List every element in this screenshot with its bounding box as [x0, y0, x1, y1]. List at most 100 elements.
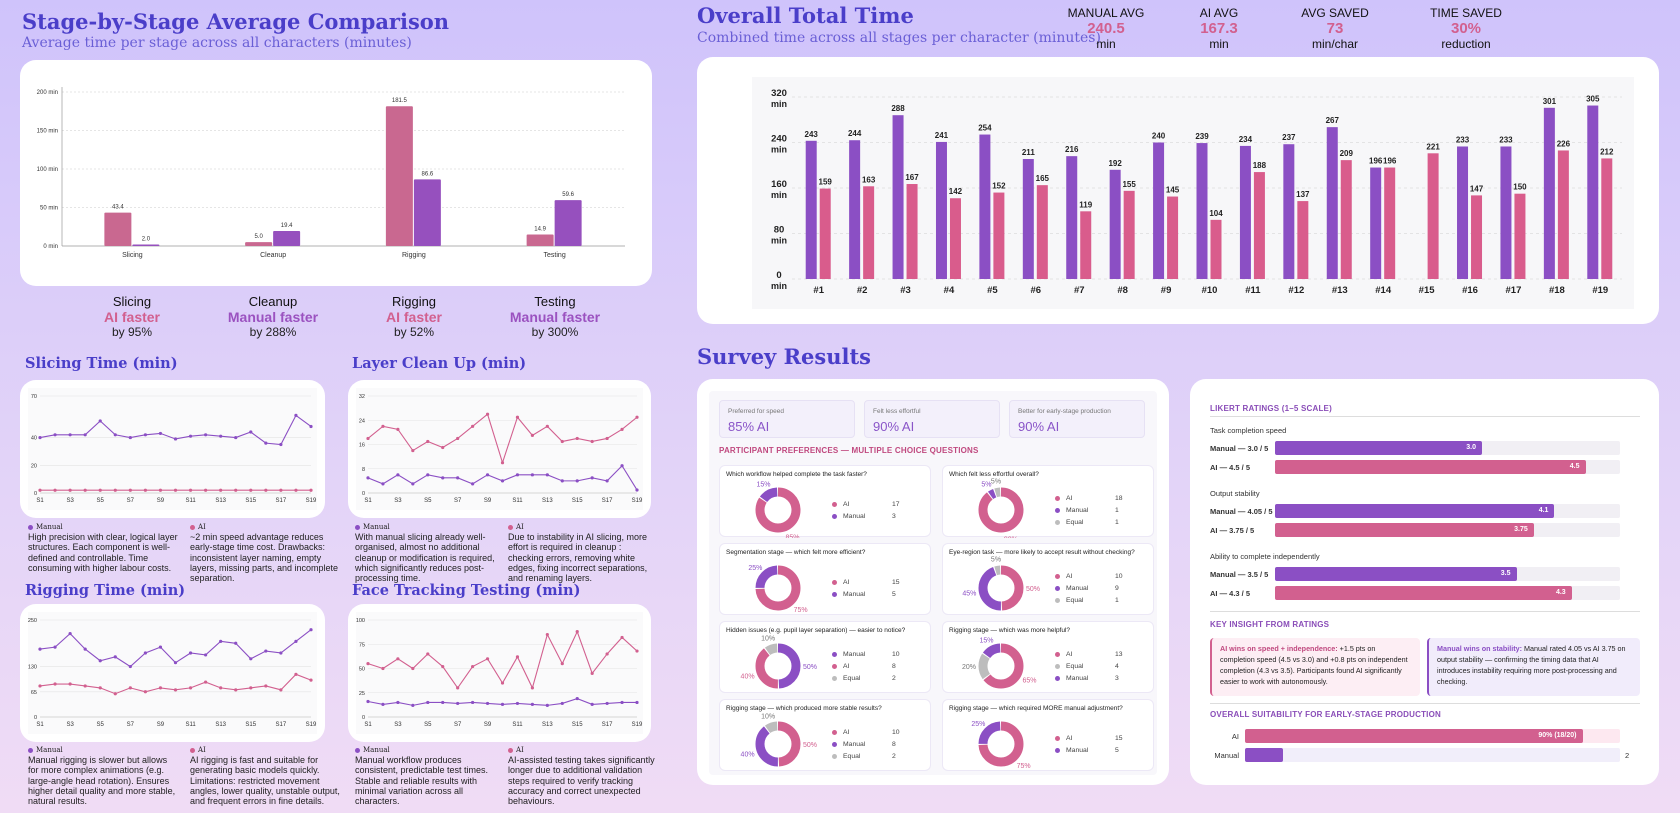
- x-tick-label: S3: [394, 498, 402, 504]
- likert-bar: 3.5: [1275, 567, 1517, 581]
- stat-label: Preferred for speed: [728, 408, 785, 415]
- data-point: [219, 488, 223, 492]
- data-point: [620, 635, 624, 640]
- legend-row: Manual 1: [1055, 504, 1145, 516]
- bar-ai: [413, 179, 441, 246]
- divider: [1210, 416, 1640, 417]
- summary-winner: AI faster: [103, 309, 161, 325]
- bar-ai: [1080, 211, 1092, 279]
- kpi-value: 73: [1326, 20, 1344, 37]
- legend-label: Manual: [843, 512, 866, 520]
- summary-stage: Rigging: [391, 294, 437, 309]
- data-point: [68, 631, 72, 636]
- legend-row: Equal 2: [832, 750, 922, 762]
- stat-label: Felt less effortful: [873, 408, 921, 415]
- donut-legend: AI 18 Manual 1 Equal 1: [1055, 492, 1145, 528]
- data-point: [575, 630, 579, 634]
- bar-manual: [1153, 142, 1165, 279]
- x-tick-label: S11: [185, 722, 196, 728]
- bar-ai: [132, 244, 160, 246]
- insight-heading: KEY INSIGHT FROM RATINGS: [1210, 620, 1330, 629]
- slice-pct: 85%: [786, 535, 800, 538]
- x-tick-label: Cleanup: [260, 252, 286, 259]
- plot-area: [28, 612, 317, 734]
- legend-label: AI: [843, 578, 850, 586]
- question-card: Segmentation stage — which felt more eff…: [719, 543, 931, 615]
- insight-ai: AI wins on speed + independence: +1.5 pt…: [1210, 638, 1420, 696]
- data-point: [545, 424, 549, 428]
- data-point: [485, 657, 490, 661]
- testing-manual-note: Manual Manual workflow produces consisten…: [355, 746, 489, 807]
- slice-pct: 50%: [803, 664, 817, 671]
- kpi-manual-avg: MANUAL AVG 240.5 min: [1051, 6, 1161, 51]
- donut-legend: AI 10 Manual 9 Equal 1: [1055, 570, 1145, 606]
- slicing-line-chart: 0 20 40 70 S1 S3 S5 S7 S9 S11 S13 S15 S17 S19: [28, 388, 317, 510]
- data-label: 150: [1513, 183, 1527, 192]
- bar-ai: [1036, 185, 1048, 279]
- data-point: [279, 651, 283, 655]
- legend-dot: [1055, 597, 1060, 603]
- data-point: [485, 473, 490, 477]
- y-tick-unit: min: [771, 99, 787, 109]
- stage-summary-rigging: Rigging AI faster by 52%: [339, 294, 489, 339]
- data-point: [204, 653, 208, 657]
- likert-row-label: AI — 4.5 / 5: [1210, 463, 1251, 472]
- bar-ai: [1297, 201, 1309, 279]
- bar-ai: [949, 198, 961, 279]
- slice-pct: 15%: [979, 637, 993, 644]
- data-point: [294, 639, 298, 643]
- data-point: [234, 641, 238, 645]
- data-point: [590, 439, 594, 444]
- x-tick-label: S3: [394, 722, 402, 728]
- data-point: [396, 700, 400, 705]
- likert-group: Ability to complete independently: [1210, 552, 1320, 561]
- y-tick-label: 200 min: [37, 90, 58, 96]
- y-tick-unit: min: [771, 190, 787, 200]
- summary-winner: AI faster: [385, 309, 443, 325]
- donut-slice: [978, 565, 1024, 611]
- y-tick-label: 80: [774, 225, 785, 236]
- data-label: 5.0: [254, 234, 263, 240]
- data-point: [456, 686, 460, 690]
- data-point: [530, 702, 534, 706]
- legend-row: AI 15: [832, 576, 922, 588]
- data-label: 104: [1209, 209, 1223, 218]
- data-point: [590, 476, 594, 480]
- kpi-time-saved: TIME SAVED 30% reduction: [1411, 6, 1521, 51]
- legend-count: 5: [892, 590, 896, 598]
- likert-row-label: Manual — 3.0 / 5: [1210, 444, 1269, 453]
- legend-label: Equal: [1066, 662, 1084, 670]
- legend-count: 15: [892, 578, 900, 586]
- overall-subtitle: Combined time across all stages per char…: [697, 30, 1101, 46]
- divider: [1210, 611, 1640, 612]
- data-label: 19.4: [281, 223, 293, 229]
- bar-ai: [273, 231, 301, 246]
- data-label: 152: [992, 182, 1006, 191]
- x-tick-label: S13: [215, 498, 226, 504]
- data-point: [545, 473, 549, 477]
- x-tick-label: S15: [572, 722, 583, 728]
- legend-dot: [832, 741, 837, 747]
- slice-pct: 5%: [991, 478, 1001, 485]
- bar-manual: [1022, 158, 1034, 279]
- legend-count: 5: [1115, 746, 1119, 754]
- question-text: Rigging stage — which required MORE manu…: [949, 705, 1123, 712]
- bar-manual: [1500, 146, 1512, 279]
- data-point: [234, 688, 238, 692]
- bar-manual: [935, 141, 947, 279]
- x-tick-label: S7: [127, 722, 135, 728]
- stage-chart-card: 0 min 50 min 100 min 150 min 200 min Slicing 4…: [20, 60, 652, 286]
- data-point: [441, 476, 445, 480]
- bar-manual: [1109, 169, 1121, 279]
- x-tick-label: S15: [245, 722, 256, 728]
- slice-pct: 5%: [981, 481, 991, 488]
- survey-pref-card: Preferred for speed 85% AI Felt less effor…: [697, 379, 1169, 785]
- bar-manual: [805, 140, 817, 279]
- data-point: [530, 473, 534, 477]
- data-label: 145: [1166, 186, 1180, 195]
- data-label: 192: [1108, 159, 1122, 168]
- slice-pct: 50%: [1026, 586, 1040, 593]
- data-point: [279, 688, 283, 692]
- slice-pct: 20%: [962, 664, 976, 671]
- slice-pct: 75%: [1017, 763, 1031, 770]
